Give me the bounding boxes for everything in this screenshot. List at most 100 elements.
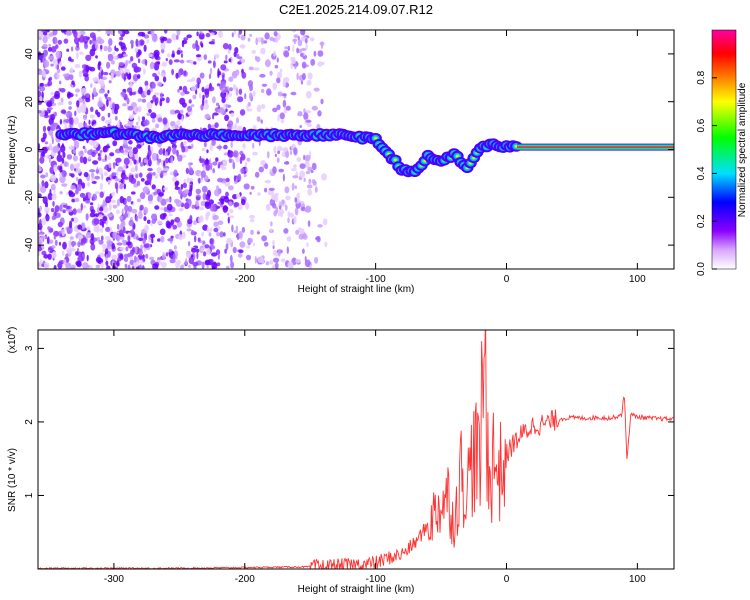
noise-speckle xyxy=(260,37,264,45)
noise-speckle xyxy=(128,150,133,158)
noise-speckle xyxy=(225,265,230,269)
noise-speckle xyxy=(151,82,156,89)
noise-speckle xyxy=(208,86,215,92)
noise-speckle xyxy=(139,192,146,200)
noise-speckle xyxy=(152,72,157,78)
noise-speckle xyxy=(87,181,91,187)
noise-speckle xyxy=(224,114,230,122)
noise-speckle xyxy=(198,177,201,184)
noise-speckle xyxy=(42,125,47,133)
noise-speckle xyxy=(304,38,308,44)
noise-speckle xyxy=(141,265,145,269)
noise-speckle xyxy=(324,241,328,248)
noise-speckle xyxy=(133,159,137,165)
noise-speckle xyxy=(91,180,97,184)
noise-speckle xyxy=(179,59,185,64)
noise-speckle xyxy=(88,155,92,160)
noise-speckle xyxy=(104,93,108,97)
noise-speckle xyxy=(95,256,102,263)
noise-speckle xyxy=(38,239,42,246)
noise-speckle xyxy=(159,213,166,220)
noise-speckle xyxy=(163,168,170,172)
noise-speckle xyxy=(69,67,74,74)
noise-speckle xyxy=(45,172,48,178)
noise-speckle xyxy=(51,193,57,201)
noise-speckle xyxy=(74,110,77,116)
noise-speckle xyxy=(110,59,115,65)
noise-speckle xyxy=(129,91,133,96)
noise-speckle xyxy=(107,89,110,94)
noise-speckle xyxy=(300,30,306,36)
noise-speckle xyxy=(138,264,142,269)
noise-speckle xyxy=(239,109,246,116)
noise-speckle xyxy=(257,36,262,43)
noise-speckle xyxy=(81,182,86,189)
noise-speckle xyxy=(97,101,104,108)
noise-speckle xyxy=(82,237,87,244)
noise-speckle xyxy=(43,60,50,68)
noise-speckle xyxy=(42,49,49,57)
noise-speckle xyxy=(123,213,129,218)
noise-speckle xyxy=(81,237,84,246)
noise-speckle xyxy=(123,68,130,74)
noise-speckle xyxy=(261,235,267,242)
noise-speckle xyxy=(174,216,181,223)
noise-speckle xyxy=(273,257,280,263)
noise-speckle xyxy=(259,73,266,78)
noise-speckle xyxy=(311,105,318,111)
noise-speckle xyxy=(145,85,149,90)
noise-speckle xyxy=(299,228,305,235)
noise-speckle xyxy=(211,261,218,269)
noise-speckle xyxy=(75,88,80,93)
noise-speckle xyxy=(273,145,277,154)
noise-speckle xyxy=(115,157,122,163)
noise-speckle xyxy=(52,200,55,207)
noise-speckle xyxy=(128,146,132,152)
noise-speckle xyxy=(282,147,288,152)
noise-speckle xyxy=(278,200,281,207)
noise-speckle xyxy=(168,59,173,65)
noise-speckle xyxy=(208,73,212,80)
noise-speckle xyxy=(298,233,304,240)
noise-speckle xyxy=(146,112,151,116)
colorbar-tick-label: 0.0 xyxy=(696,262,707,276)
noise-speckle xyxy=(246,108,253,112)
noise-speckle xyxy=(171,33,177,41)
noise-speckle xyxy=(87,192,92,200)
noise-speckle xyxy=(168,248,172,253)
y-tick-label: 20 xyxy=(24,96,35,108)
noise-speckle xyxy=(264,59,271,68)
noise-speckle xyxy=(197,82,200,89)
noise-speckle xyxy=(104,154,107,161)
noise-speckle xyxy=(217,253,220,260)
noise-speckle xyxy=(50,183,56,191)
noise-speckle xyxy=(143,243,150,248)
noise-speckle xyxy=(231,224,234,233)
noise-speckle xyxy=(89,212,96,218)
noise-speckle xyxy=(53,235,57,240)
noise-speckle xyxy=(232,150,239,158)
noise-speckle xyxy=(299,163,306,170)
noise-speckle xyxy=(95,264,101,269)
noise-speckle xyxy=(66,227,71,235)
noise-speckle xyxy=(180,264,184,269)
noise-speckle xyxy=(269,260,274,265)
noise-speckle xyxy=(131,62,138,69)
noise-speckle xyxy=(89,202,94,206)
noise-speckle xyxy=(214,53,220,59)
noise-speckle xyxy=(247,237,253,244)
noise-speckle xyxy=(53,230,60,237)
noise-speckle xyxy=(272,82,278,91)
noise-speckle xyxy=(246,157,251,162)
noise-speckle xyxy=(174,109,180,114)
noise-speckle xyxy=(277,212,281,216)
noise-speckle xyxy=(240,167,245,174)
noise-speckle xyxy=(265,204,270,210)
noise-speckle xyxy=(178,234,183,241)
noise-speckle xyxy=(240,153,246,161)
noise-speckle xyxy=(196,77,201,85)
noise-speckle xyxy=(123,139,128,146)
noise-speckle xyxy=(97,153,101,157)
noise-speckle xyxy=(129,159,133,166)
